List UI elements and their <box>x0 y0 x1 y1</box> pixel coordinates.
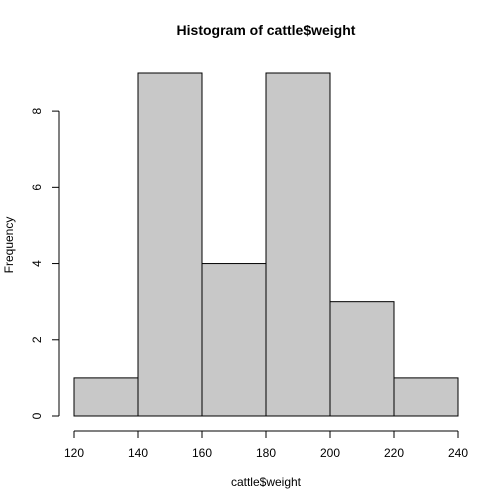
x-tick-label: 120 <box>64 446 84 460</box>
y-axis: 0 2 4 6 8 <box>30 107 60 419</box>
y-tick-label: 0 <box>30 412 44 419</box>
x-tick-label: 220 <box>384 446 404 460</box>
histogram-bar-2 <box>201 263 267 417</box>
histogram-bar-4 <box>329 301 395 417</box>
y-tick-label: 8 <box>30 107 44 114</box>
histogram-bar-1 <box>137 72 203 417</box>
x-axis: 120 140 160 180 200 220 240 <box>64 430 468 460</box>
histogram-bar-3 <box>265 72 331 417</box>
x-tick-label: 160 <box>192 446 212 460</box>
y-tick-label: 2 <box>30 336 44 343</box>
histogram-bar-5 <box>393 377 459 417</box>
x-tick-label: 240 <box>448 446 468 460</box>
x-tick-label: 140 <box>128 446 148 460</box>
y-tick-label: 4 <box>30 260 44 267</box>
x-tick-label: 180 <box>256 446 276 460</box>
x-tick-label: 200 <box>320 446 340 460</box>
y-tick-label: 6 <box>30 184 44 191</box>
chart-title: Histogram of cattle$weight <box>177 22 356 38</box>
x-axis-label: cattle$weight <box>231 475 302 489</box>
bars-group <box>73 72 459 417</box>
histogram-bar-0 <box>73 377 139 417</box>
y-axis-label: Frequency <box>2 217 16 274</box>
